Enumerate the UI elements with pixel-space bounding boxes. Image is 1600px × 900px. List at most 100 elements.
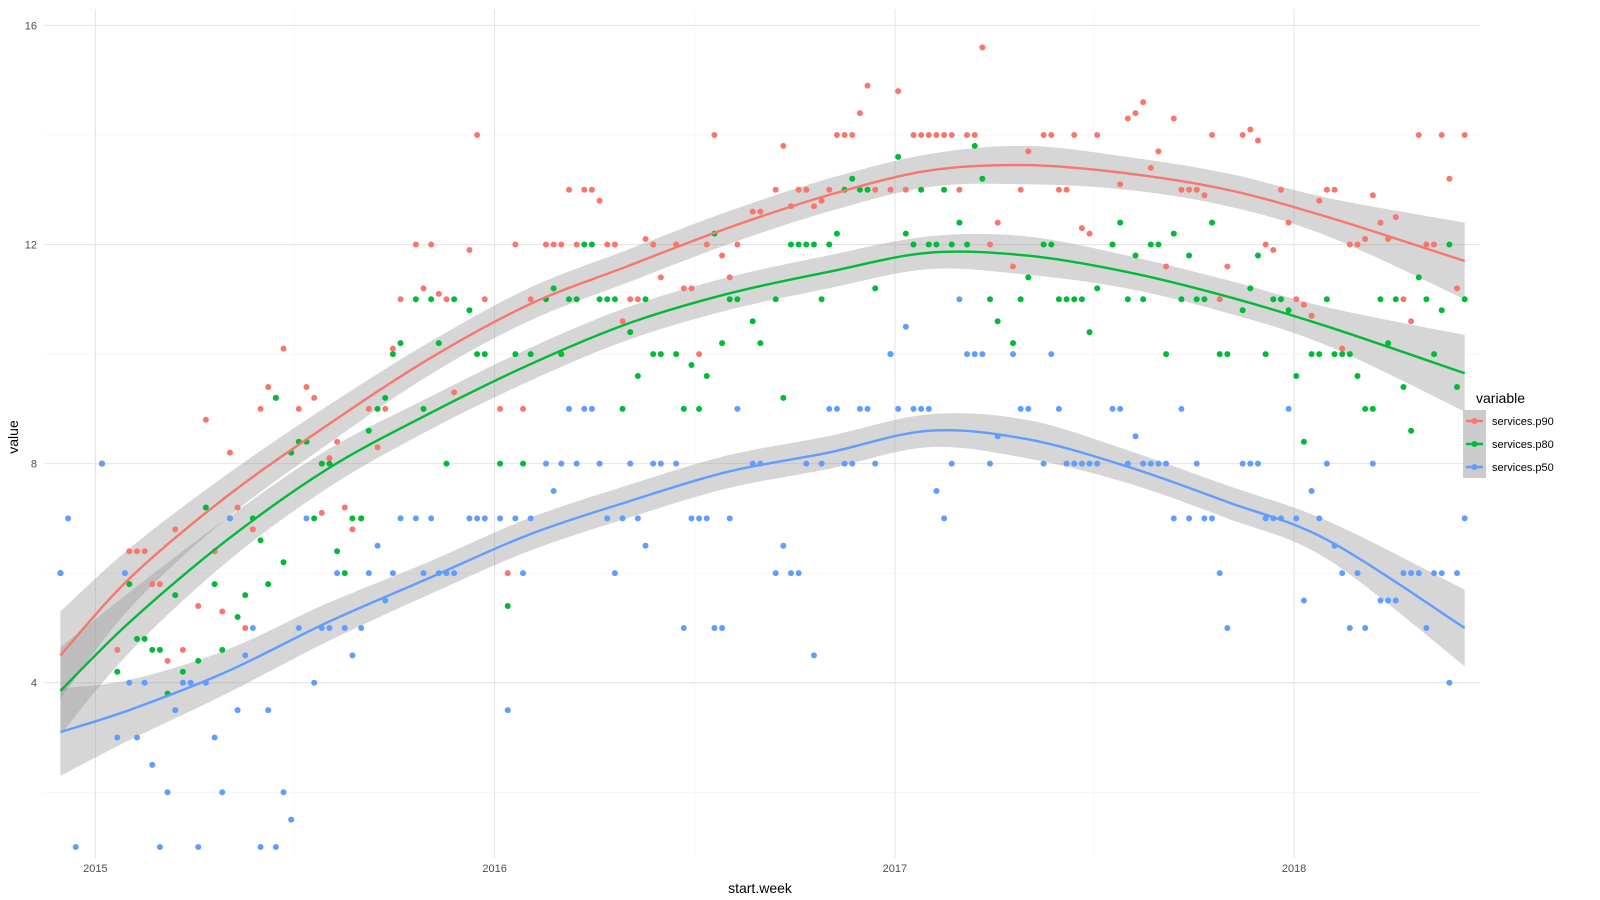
data-point-services-p50: [581, 405, 588, 412]
data-point-services-p90: [1117, 181, 1124, 188]
data-point-services-p90: [412, 241, 419, 248]
data-point-services-p50: [910, 405, 917, 412]
data-point-services-p80: [619, 405, 626, 412]
data-point-services-p80: [1308, 351, 1315, 358]
data-point-services-p50: [680, 624, 687, 631]
data-point-services-p50: [902, 323, 909, 330]
data-point-services-p80: [412, 296, 419, 303]
smooth-lines: [59, 163, 1466, 734]
smooth-line-services-p90: [59, 163, 1466, 657]
data-point-services-p80: [673, 351, 680, 358]
data-point-services-p80: [810, 241, 817, 248]
data-point-services-p50: [1086, 460, 1093, 467]
data-point-services-p80: [987, 296, 994, 303]
data-point-services-p80: [466, 307, 473, 314]
data-point-services-p50: [512, 515, 519, 522]
data-point-services-p50: [126, 679, 133, 686]
data-point-services-p50: [650, 460, 657, 467]
data-point-services-p50: [334, 570, 341, 577]
data-point-services-p90: [318, 509, 325, 516]
data-point-services-p90: [234, 504, 241, 511]
data-point-services-p90: [1408, 318, 1415, 325]
data-point-services-p50: [1362, 624, 1369, 631]
data-point-services-p90: [420, 285, 427, 292]
data-point-services-p90: [558, 241, 565, 248]
data-point-services-p90: [650, 241, 657, 248]
data-point-services-p50: [211, 734, 218, 741]
data-point-services-p90: [780, 142, 787, 149]
data-point-services-p50: [1009, 351, 1016, 358]
data-point-services-p50: [948, 460, 955, 467]
data-point-services-p80: [895, 153, 902, 160]
data-point-services-p90: [994, 219, 1001, 226]
data-point-services-p90: [1423, 241, 1430, 248]
data-point-services-p80: [1254, 252, 1261, 259]
data-point-services-p90: [497, 405, 504, 412]
data-point-services-p50: [979, 351, 986, 358]
data-point-services-p80: [1147, 241, 1154, 248]
data-point-services-p50: [295, 624, 302, 631]
data-point-services-p90: [133, 548, 140, 555]
data-point-services-p80: [726, 296, 733, 303]
data-point-services-p80: [719, 340, 726, 347]
x-tick-label: 2016: [482, 863, 506, 875]
data-point-services-p50: [1408, 570, 1415, 577]
data-point-services-p80: [565, 296, 572, 303]
data-point-services-p50: [1300, 597, 1307, 604]
data-point-services-p50: [1346, 624, 1353, 631]
data-point-services-p90: [856, 110, 863, 117]
data-point-services-p90: [1216, 296, 1223, 303]
data-point-services-p90: [1086, 230, 1093, 237]
data-point-services-p90: [1124, 115, 1131, 122]
data-point-services-p50: [1415, 570, 1422, 577]
data-point-services-p80: [1063, 296, 1070, 303]
data-point-services-p50: [941, 515, 948, 522]
data-point-services-p50: [272, 844, 279, 851]
data-point-services-p50: [925, 405, 932, 412]
data-point-services-p50: [527, 515, 534, 522]
data-point-services-p90: [849, 131, 856, 138]
data-point-services-p50: [987, 460, 994, 467]
data-point-services-p50: [1285, 405, 1292, 412]
data-point-services-p80: [1040, 241, 1047, 248]
data-point-services-p90: [542, 241, 549, 248]
data-point-services-p80: [1009, 340, 1016, 347]
legend-keys: services.p90 services.p80 services.p50: [1463, 410, 1554, 478]
data-point-services-p50: [780, 542, 787, 549]
data-point-services-p50: [634, 515, 641, 522]
data-point-services-p80: [596, 296, 603, 303]
data-point-services-p50: [1025, 405, 1032, 412]
data-point-services-p90: [1247, 126, 1254, 133]
data-point-services-p80: [234, 613, 241, 620]
data-point-services-p50: [1063, 460, 1070, 467]
data-point-services-p50: [1170, 515, 1177, 522]
data-point-services-p90: [1369, 192, 1376, 199]
data-point-services-p80: [1346, 351, 1353, 358]
data-point-services-p80: [1323, 296, 1330, 303]
data-point-services-p90: [696, 351, 703, 358]
axis-ticks: 2015 2016 2017 2018 4 8 12 16: [25, 20, 1307, 875]
data-point-services-p80: [1017, 296, 1024, 303]
data-point-services-p80: [588, 241, 595, 248]
data-point-services-p90: [156, 581, 163, 588]
data-point-services-p80: [1400, 383, 1407, 390]
data-point-services-p50: [451, 570, 458, 577]
data-point-services-p90: [195, 603, 202, 610]
data-point-services-p80: [114, 668, 121, 675]
data-point-services-p90: [466, 247, 473, 254]
data-point-services-p80: [318, 460, 325, 467]
data-point-services-p50: [1209, 515, 1216, 522]
data-point-services-p50: [1247, 460, 1254, 467]
data-point-services-p80: [1178, 296, 1185, 303]
data-point-services-p80: [941, 186, 948, 193]
data-point-services-p80: [420, 405, 427, 412]
data-point-services-p90: [925, 131, 932, 138]
data-point-services-p50: [412, 515, 419, 522]
data-point-services-p80: [902, 230, 909, 237]
data-point-services-p50: [374, 542, 381, 549]
data-point-services-p50: [397, 515, 404, 522]
data-point-services-p50: [474, 515, 481, 522]
data-point-services-p50: [673, 460, 680, 467]
data-point-services-p80: [826, 241, 833, 248]
data-point-services-p50: [280, 789, 287, 796]
